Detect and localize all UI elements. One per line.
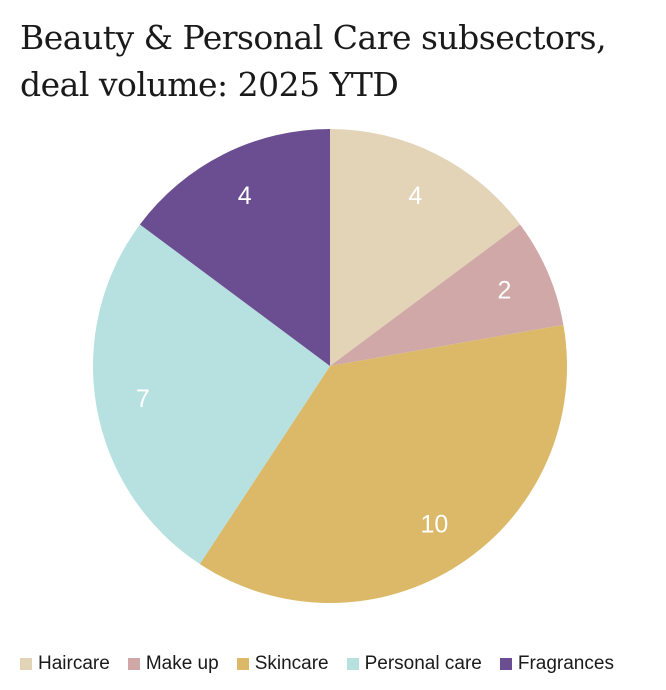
chart-title-line-1: Beauty & Personal Care subsectors,: [20, 18, 607, 57]
pie-slice-value-skincare: 10: [421, 511, 449, 539]
legend-swatch-fragrances: [499, 658, 512, 670]
pie-slice-skincare: [199, 324, 567, 603]
pie-slice-fragrances: [139, 129, 330, 366]
legend-item-fragrances: Fragrances: [499, 653, 614, 675]
legend-item-personal-care: Personal care: [346, 653, 482, 675]
chart-title-line-2: deal volume: 2025 YTD: [20, 65, 399, 104]
pie-chart: 4 2 10 7 4: [93, 129, 567, 603]
legend-label-fragrances: Fragrances: [517, 653, 614, 674]
pie-slice-personal-care: [93, 224, 331, 565]
pie-slice-haircare: [330, 129, 521, 366]
pie-slice-value-haircare: 4: [408, 182, 422, 210]
chart-title: Beauty & Personal Care subsectors, deal …: [20, 14, 650, 108]
legend-swatch-skincare: [236, 658, 249, 670]
legend-item-haircare: Haircare: [20, 653, 110, 675]
legend-label-personal-care: Personal care: [364, 653, 482, 674]
pie-slice-value-fragrances: 4: [238, 182, 252, 210]
legend-item-make-up: Make up: [127, 653, 219, 675]
pie-slice-value-personal-care: 7: [136, 385, 150, 413]
pie-slices: [93, 129, 567, 603]
legend-label-make-up: Make up: [145, 653, 219, 674]
legend-label-haircare: Haircare: [38, 653, 110, 674]
legend-swatch-personal-care: [346, 658, 359, 670]
legend-item-skincare: Skincare: [236, 653, 329, 675]
pie-slice-value-make-up: 2: [498, 277, 512, 305]
legend-swatch-haircare: [20, 658, 32, 670]
legend-label-skincare: Skincare: [254, 653, 329, 674]
pie-slice-make-up: [330, 224, 564, 366]
legend-swatch-make-up: [127, 658, 140, 670]
chart-legend: Haircare Make up Skincare Personal care …: [20, 653, 660, 675]
pie-slice-labels: 4 2 10 7 4: [136, 182, 511, 539]
